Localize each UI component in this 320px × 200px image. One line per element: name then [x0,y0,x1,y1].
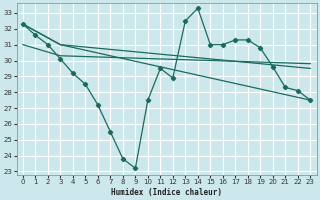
X-axis label: Humidex (Indice chaleur): Humidex (Indice chaleur) [111,188,222,197]
